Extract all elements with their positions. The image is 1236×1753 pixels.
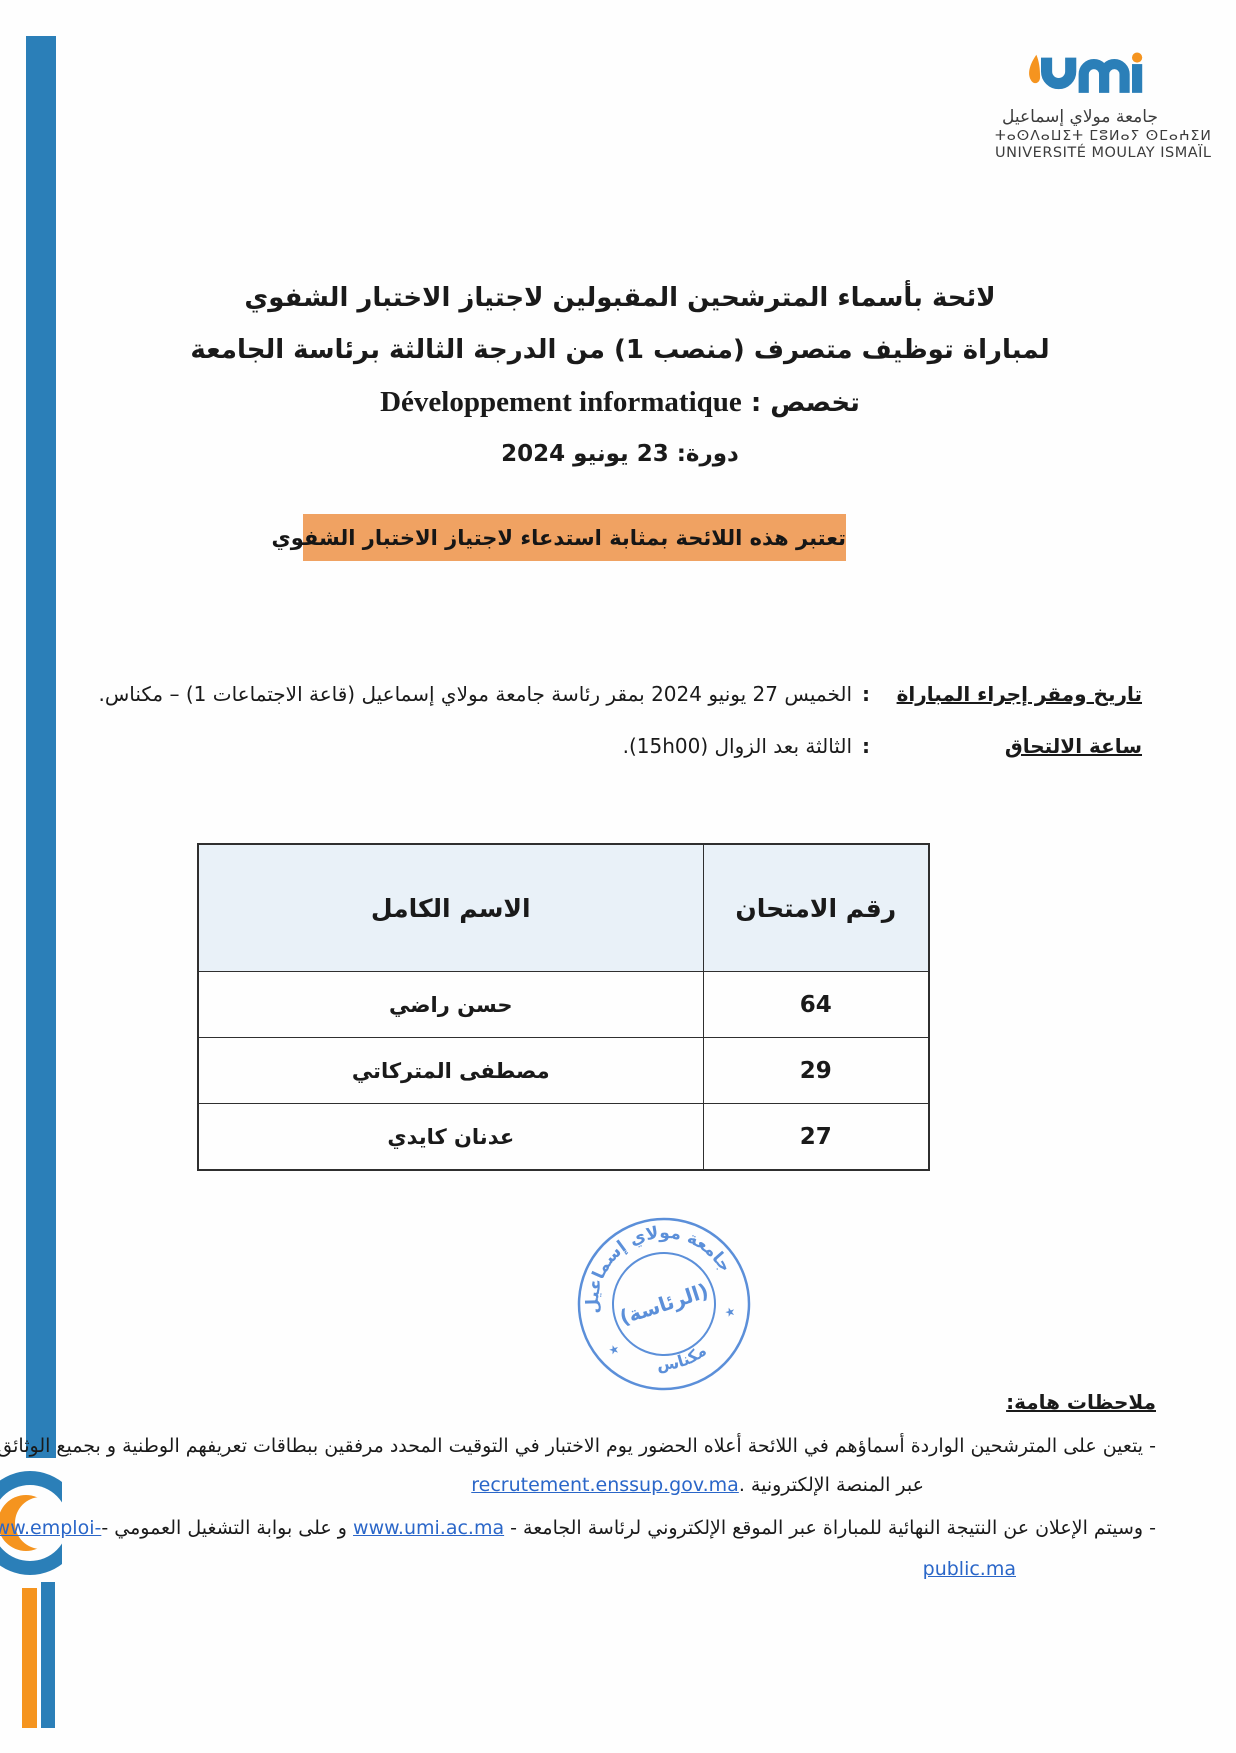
exam-date-row: تاريخ ومقر إجراء المباراة : الخميس 27 يو… [98,682,1142,706]
exam-time-row: ساعة الالتحاق : الثالثة بعد الزوال (15h0… [150,734,1142,758]
column-header-exam-number: رقم الامتحان [702,843,930,972]
notice-banner: تعتبر هذه اللائحة بمثابة استدعاء لاجتياز… [271,514,846,561]
stamp-star-left: ★ [607,1341,622,1358]
exam-time-label: ساعة الالتحاق [1004,734,1142,758]
note-platform-text: عبر المنصة الإلكترونية . [738,1474,924,1496]
note-results-text2: و على بوابة التشغيل العمومي - [101,1517,354,1539]
stamp-bottom-text: مكناس [652,1339,712,1379]
table-row: 64 حسن راضي [197,971,930,1038]
notice-text: تعتبر هذه اللائحة بمثابة استدعاء لاجتياز… [271,526,846,550]
emploi-public-link-part1[interactable]: www.emploi- [0,1517,102,1539]
logo-name-arabic: جامعة مولاي إسماعيل [1002,107,1158,127]
recruitment-platform-link[interactable]: recrutement.enssup.gov.ma [471,1474,739,1496]
table-row: 29 مصطفى المتركاتي [197,1037,930,1104]
stamp-center-text: (الرئاسة) [617,1278,712,1329]
presidency-stamp-seal: جامعة مولاي إسماعيل مكناس ★ ★ (الرئاسة) [572,1212,751,1391]
important-notes: ملاحظات هامة: - يتعين على المترشحين الوا… [0,1390,1156,1580]
emploi-public-link-part2[interactable]: public.ma [922,1558,1016,1580]
speciality-value: Développement informatique [380,386,742,418]
speciality-line: تخصص : Développement informatique [120,376,1120,429]
logo-name-tifinagh: ⵜⴰⵙⴷⴰⵡⵉⵜ ⵎⵓⵍⴰⵢ ⵙⵎⴰⵄⵉⵍ [995,128,1212,144]
page-title-line2: لمباراة توظيف متصرف (منصب 1) من الدرجة ا… [190,335,1050,365]
full-name-cell: عدنان كايدي [197,1103,704,1171]
exam-date-value: الخميس 27 يونيو 2024 بمقر رئاسة جامعة مو… [98,682,852,706]
note-publicma-line: public.ma [70,1558,1016,1580]
note-results-text1: - وسيتم الإعلان عن النتيجة النهائية للمب… [504,1517,1156,1539]
umi-logo: جامعة مولاي إسماعيل ⵜⴰⵙⴷⴰⵡⵉⵜ ⵎⵓⵍⴰⵢ ⵙⵎⴰⵄⵉ… [995,52,1212,161]
umi-wordmark-icon [1029,52,1143,93]
stamp-star-right: ★ [723,1304,738,1321]
column-header-full-name: الاسم الكامل [197,843,704,972]
exam-number-cell: 27 [702,1103,930,1171]
exam-date-label: تاريخ ومقر إجراء المباراة [896,682,1142,706]
session-line: دورة: 23 يونيو 2024 [501,441,739,467]
notes-heading: ملاحظات هامة: [1006,1390,1156,1414]
note-item-attendance: - يتعين على المترشحين الواردة أسماؤهم في… [0,1435,1156,1457]
note-platform-line: عبر المنصة الإلكترونية .recrutement.enss… [70,1474,924,1496]
separator-colon: : [862,734,870,758]
exam-number-cell: 64 [702,971,930,1038]
table-header-row: رقم الامتحان الاسم الكامل [197,843,930,972]
logo-name-french: UNIVERSITÉ MOULAY ISMAÏL [995,145,1212,161]
exam-info: تاريخ ومقر إجراء المباراة : الخميس 27 يو… [98,682,1142,786]
left-margin-decoration [0,36,62,1728]
title-block: لائحة بأسماء المترشحين المقبولين لاجتياز… [120,272,1120,479]
page-title-line1: لائحة بأسماء المترشحين المقبولين لاجتياز… [244,283,996,313]
umi-website-link[interactable]: www.umi.ac.ma [353,1517,505,1539]
table-row: 27 عدنان كايدي [197,1103,930,1171]
full-name-cell: حسن راضي [197,971,704,1038]
separator-colon: : [862,682,870,706]
svg-text:مكناس: مكناس [652,1339,712,1379]
speciality-label: تخصص : [750,388,860,418]
exam-number-cell: 29 [702,1037,930,1104]
exam-time-value: الثالثة بعد الزوال (15h00). [622,734,852,758]
full-name-cell: مصطفى المتركاتي [197,1037,704,1104]
note-item-results: - وسيتم الإعلان عن النتيجة النهائية للمب… [0,1513,1156,1543]
candidates-table: رقم الامتحان الاسم الكامل 64 حسن راضي 29… [197,843,930,1171]
